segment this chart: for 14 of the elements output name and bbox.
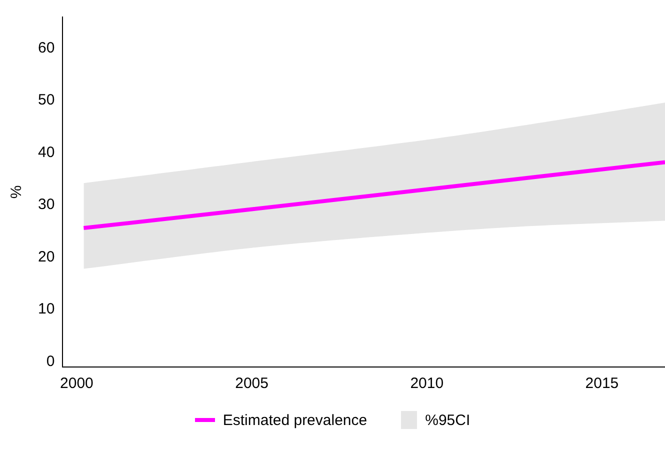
y-tick-label: 10: [38, 300, 55, 318]
y-tick-label: 60: [38, 39, 55, 56]
x-tick-label: 2005: [235, 375, 268, 392]
x-tick-label: 2000: [60, 375, 94, 392]
y-tick-label: 0: [46, 352, 55, 370]
y-tick-label: 30: [38, 196, 55, 214]
text: %95CI: [425, 412, 470, 428]
legend-label: Estimated prevalence: [222, 412, 368, 428]
x-tick-label: 2015: [585, 375, 619, 392]
y-tick-label: 20: [38, 248, 55, 266]
y-tick-label: 40: [38, 144, 55, 161]
y-tick-label: 50: [38, 92, 55, 109]
x-tick-label: 2010: [410, 375, 444, 392]
y-axis-title: %: [8, 185, 26, 199]
